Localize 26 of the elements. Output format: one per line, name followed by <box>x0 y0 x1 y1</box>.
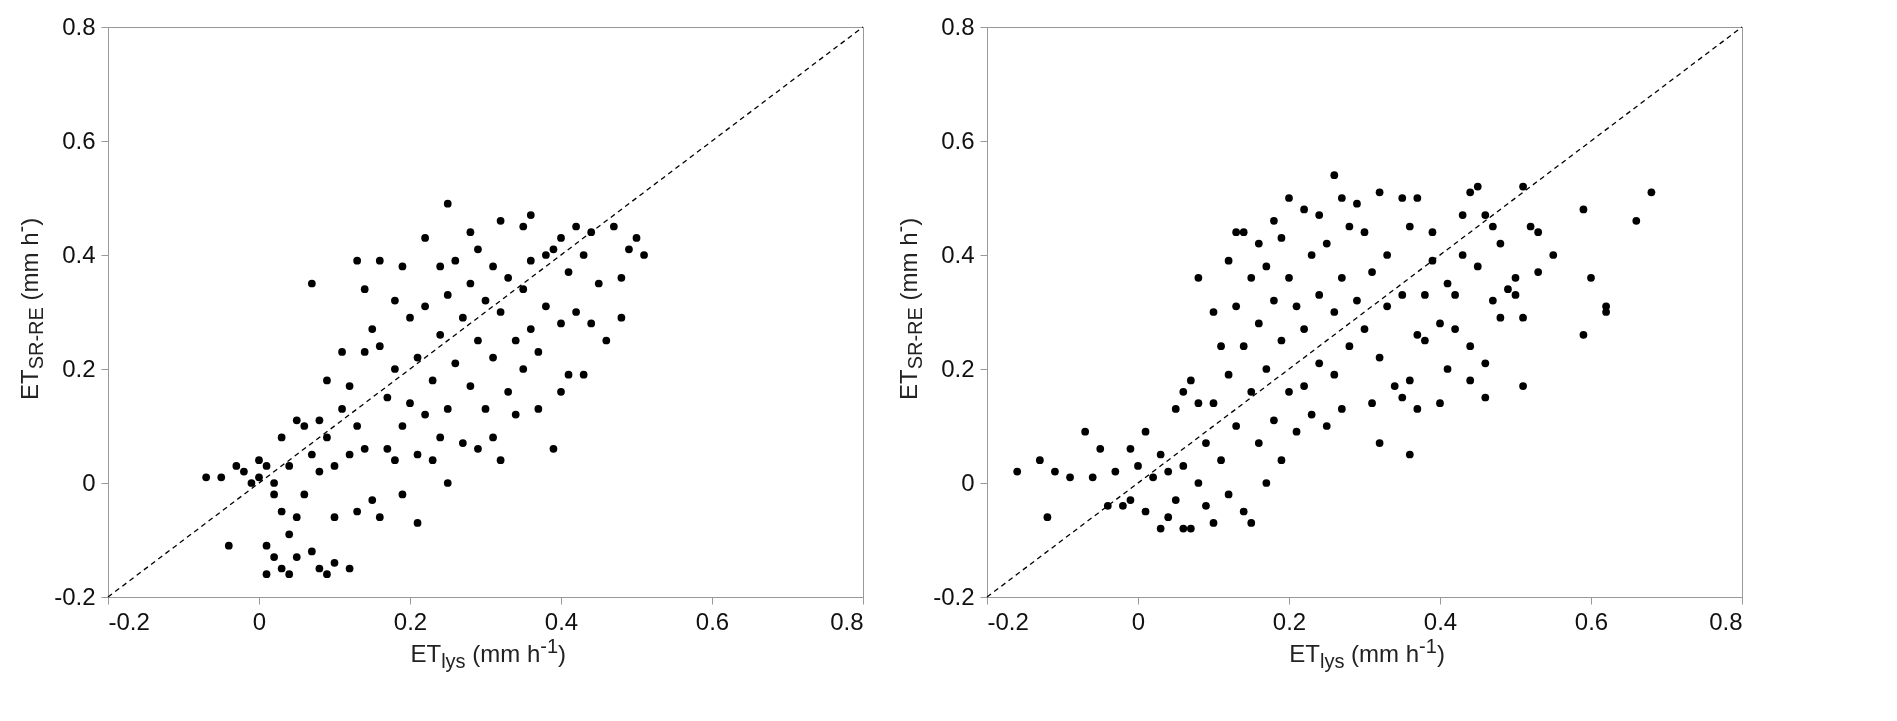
x-tick-label: 0.4 <box>544 607 578 635</box>
x-axis-title: ET$_{lys}$ (mm h$^{-1}$) <box>409 635 568 673</box>
x-tick-label: 0.2 <box>393 607 427 635</box>
y-tick-label: 0.8 <box>940 12 975 40</box>
x-tick-label: 0 <box>252 607 266 635</box>
y-tick-label: 0 <box>960 468 975 496</box>
x-tick-label: 0 <box>1131 607 1145 635</box>
y-tick-label: 0 <box>81 468 96 496</box>
x-tick-label: 0.6 <box>695 607 729 635</box>
x-tick-label: -0.2 <box>987 607 1029 635</box>
y-tick-label: 0.2 <box>61 354 96 382</box>
x-tick-label: -0.2 <box>108 607 150 635</box>
x-tick-label: 0.4 <box>1423 607 1457 635</box>
y-tick-label: 0.8 <box>61 12 96 40</box>
x-tick-label: 0.6 <box>1574 607 1608 635</box>
y-tick-label: -0.2 <box>53 582 96 610</box>
y-tick-label: 0.4 <box>61 240 96 268</box>
y-tick-label: 0.4 <box>940 240 975 268</box>
x-tick-label: 0.2 <box>1272 607 1306 635</box>
y-tick-label: 0.6 <box>940 126 975 154</box>
x-tick-label: 0.8 <box>1708 607 1743 635</box>
y-tick-label: 0.6 <box>61 126 96 154</box>
y-tick-label: -0.2 <box>932 582 975 610</box>
x-axis-title: ET$_{lys}$ (mm h$^{-1}$) <box>1288 635 1446 673</box>
y-tick-label: 0.2 <box>940 354 975 382</box>
x-tick-label: 0.8 <box>829 607 864 635</box>
